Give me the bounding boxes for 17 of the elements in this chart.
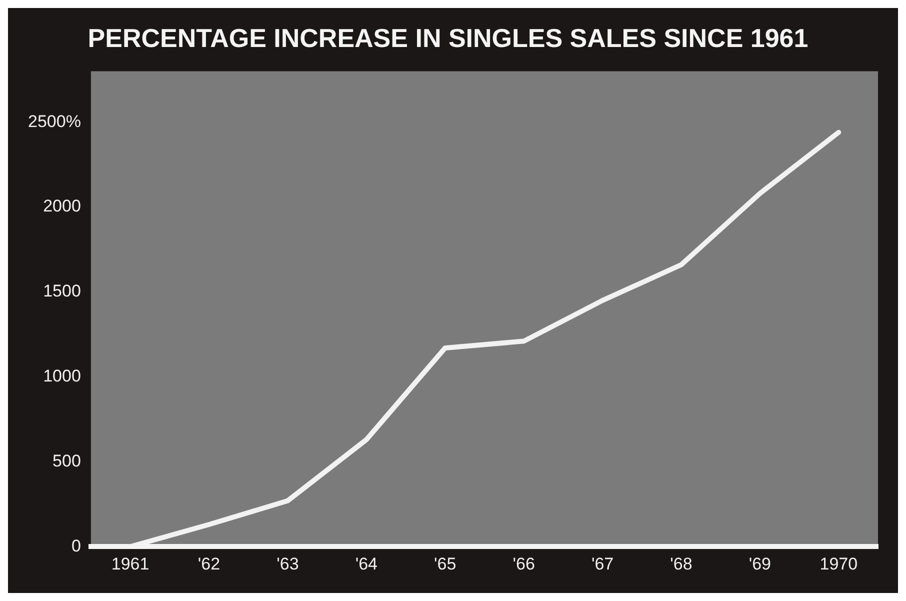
x-tick-label: 1961 [111,554,150,574]
x-tick-label: '66 [512,554,535,574]
y-tick-label: 0 [71,536,81,556]
x-tick-label: 1970 [820,554,858,574]
x-tick-label: '63 [276,554,299,574]
x-tick-label: '65 [434,554,456,574]
x-tick-label: '62 [198,554,220,574]
x-tick-label: '67 [591,554,614,574]
x-tick-label: '69 [748,554,772,574]
y-tick-label: 1000 [43,366,81,386]
y-tick-label: 2000 [43,196,81,216]
chart-title: PERCENTAGE INCREASE IN SINGLES SALES SINCE 1961 [88,22,808,53]
y-tick-label: 2500% [28,112,81,131]
y-tick-label: 1500 [43,282,81,301]
x-tick-label: '64 [355,554,378,574]
y-tick-label: 500 [52,451,81,470]
x-tick-label: '68 [670,554,692,574]
